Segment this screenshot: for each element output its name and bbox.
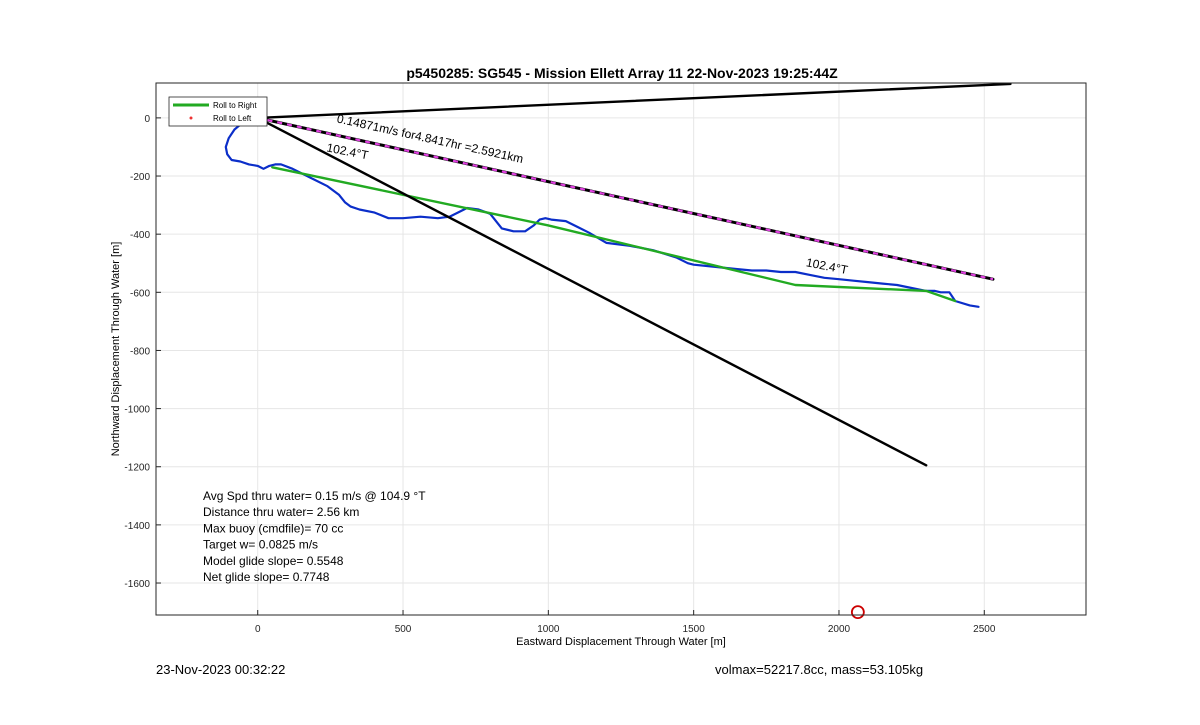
stats-line: Max buoy (cmdfile)= 70 cc (203, 521, 343, 535)
track-line (224, 116, 980, 308)
y-tick-label: -1000 (124, 405, 150, 416)
stats-line: Distance thru water= 2.56 km (203, 505, 359, 519)
y-tick-label: -1400 (124, 521, 150, 532)
x-tick-label: 1500 (683, 624, 706, 635)
x-tick-label: 2500 (973, 624, 996, 635)
y-tick-label: -1200 (124, 463, 150, 474)
x-tick-label: 2000 (828, 624, 851, 635)
y-tick-label: -200 (130, 172, 150, 183)
stats-line: Target w= 0.0825 m/s (203, 538, 318, 552)
y-tick-label: -800 (130, 346, 150, 357)
legend: Roll to Right Roll to Left (168, 96, 268, 127)
legend-label: Roll to Left (213, 114, 252, 123)
x-tick-label: 1000 (537, 624, 560, 635)
stats-line: Net glide slope= 0.7748 (203, 570, 330, 584)
x-tick-label: 0 (255, 624, 261, 635)
y-tick-label: -400 (130, 230, 150, 241)
axis-ticks: 0 500 1000 1500 2000 2500 0 -200 -400 -600 -800 -10… (124, 114, 995, 635)
legend-box (168, 96, 268, 127)
legend-label: Roll to Right (213, 101, 257, 110)
stats-line: Avg Spd thru water= 0.15 m/s @ 104.9 °T (203, 489, 426, 503)
roll-to-right-line (271, 166, 957, 303)
legend-swatch (189, 116, 193, 120)
top-line-line (256, 82, 1012, 120)
line-annotation: 102.4°T (325, 141, 370, 163)
stats-text: Avg Spd thru water= 0.15 m/s @ 104.9 °T D… (203, 489, 426, 584)
y-tick-label: -1600 (124, 579, 150, 590)
footer-volmax-mass: volmax=52217.8cc, mass=53.105kg (715, 662, 924, 677)
stats-line: Model glide slope= 0.5548 (203, 554, 344, 568)
x-axis-label: Eastward Displacement Through Water [m] (516, 636, 726, 648)
footer-timestamp: 23-Nov-2023 00:32:22 (156, 662, 286, 677)
net-displacement-line (256, 116, 995, 281)
y-tick-label: 0 (144, 114, 150, 125)
axes-frame (155, 82, 1087, 616)
chart-title: p5450285: SG545 - Mission Ellett Array 1… (406, 65, 838, 81)
x-tick-label: 500 (395, 624, 412, 635)
y-tick-label: -600 (130, 288, 150, 299)
position-marker (850, 605, 865, 619)
y-axis-label: Northward Displacement Through Water [m] (110, 242, 122, 457)
heading-line-line (256, 116, 928, 467)
series-layer (224, 82, 1012, 619)
line-annotation: 102.4°T (805, 255, 850, 277)
